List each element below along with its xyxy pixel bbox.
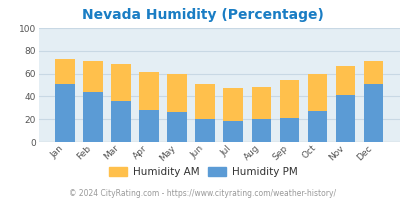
Bar — [223, 121, 243, 142]
Bar — [195, 119, 215, 142]
Text: Nevada Humidity (Percentage): Nevada Humidity (Percentage) — [82, 8, 323, 22]
Bar — [363, 84, 383, 142]
Bar — [307, 111, 326, 142]
Text: © 2024 CityRating.com - https://www.cityrating.com/weather-history/: © 2024 CityRating.com - https://www.city… — [69, 189, 336, 198]
Bar — [335, 66, 354, 95]
Bar — [83, 61, 102, 92]
Bar — [167, 112, 186, 142]
Bar — [167, 74, 186, 112]
Bar — [139, 110, 158, 142]
Bar — [111, 64, 130, 101]
Bar — [335, 95, 354, 142]
Bar — [139, 72, 158, 110]
Bar — [279, 80, 298, 118]
Bar — [251, 87, 271, 119]
Bar — [251, 119, 271, 142]
Bar — [55, 84, 75, 142]
Bar — [223, 88, 243, 121]
Bar — [111, 101, 130, 142]
Bar — [55, 59, 75, 84]
Legend: Humidity AM, Humidity PM: Humidity AM, Humidity PM — [109, 167, 296, 177]
Bar — [195, 84, 215, 119]
Bar — [363, 61, 383, 84]
Bar — [279, 118, 298, 142]
Bar — [83, 92, 102, 142]
Bar — [307, 74, 326, 111]
